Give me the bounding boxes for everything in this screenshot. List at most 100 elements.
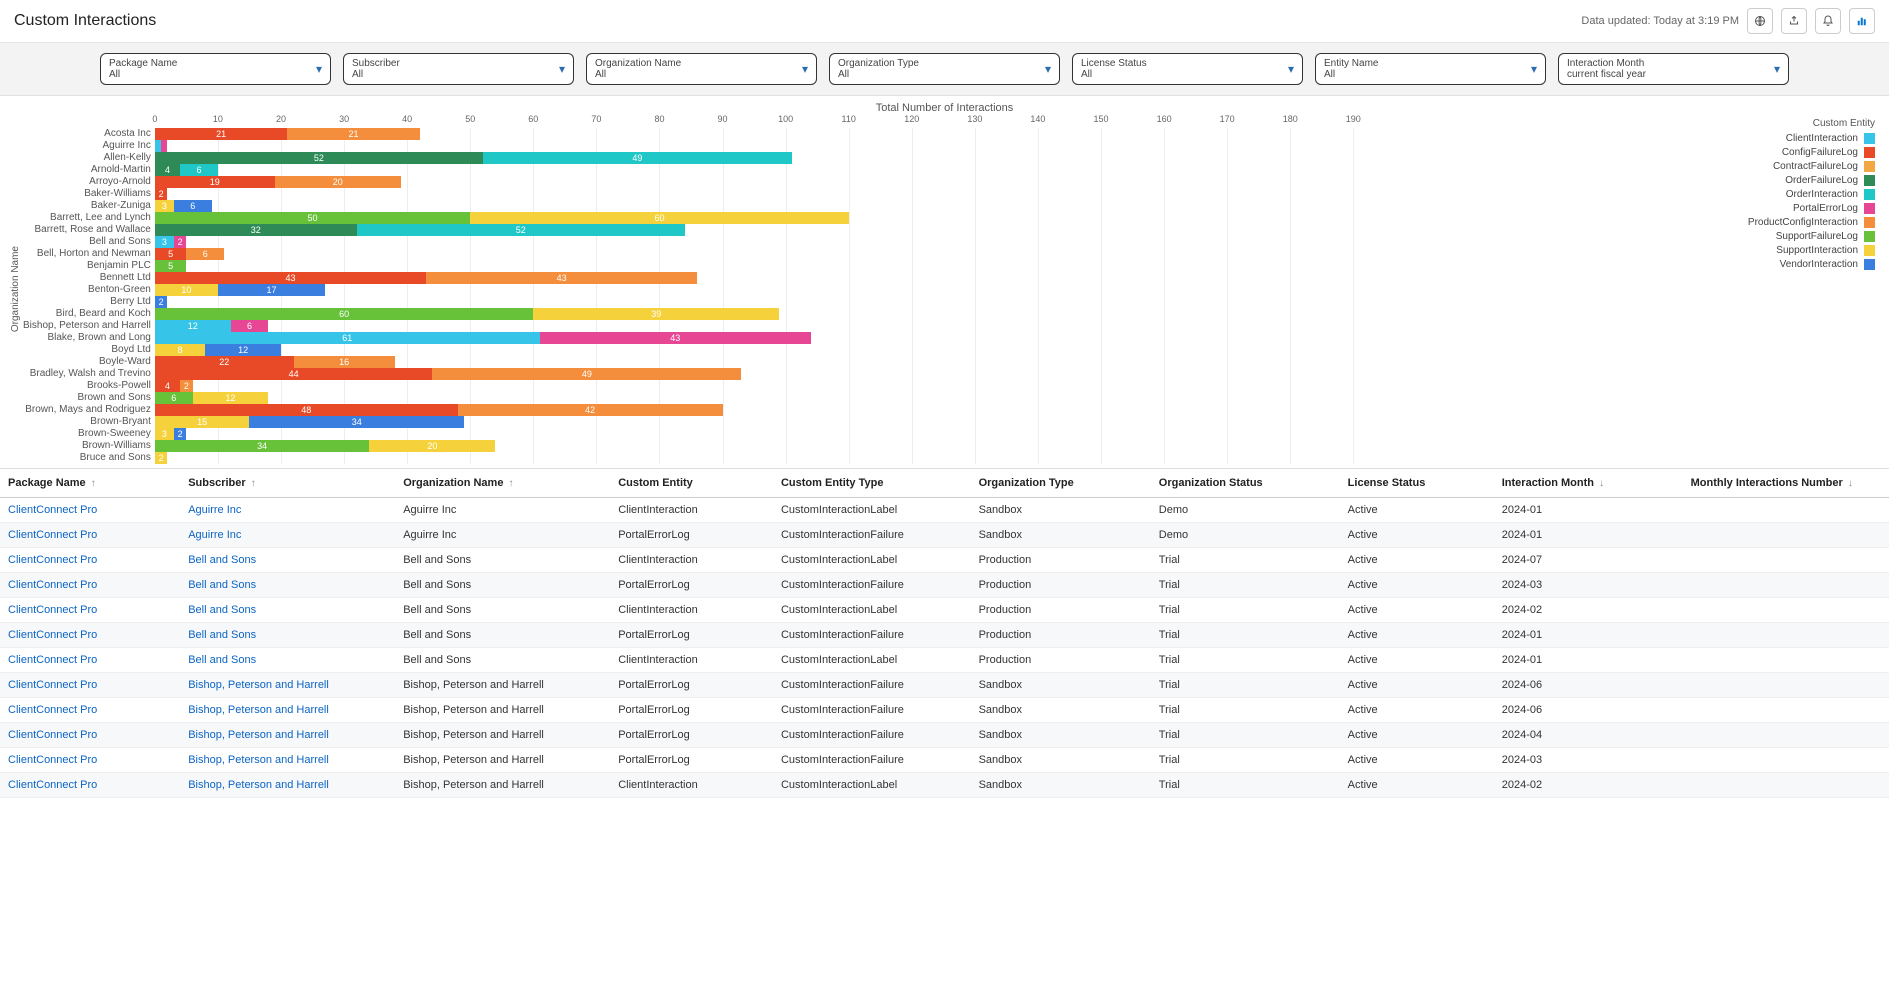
bar-segment[interactable]: 60: [470, 212, 848, 224]
cell-link[interactable]: ClientConnect Pro: [8, 579, 97, 591]
cell-link[interactable]: Bishop, Peterson and Harrell: [188, 679, 329, 691]
legend-item[interactable]: ConfigFailureLog: [1725, 145, 1875, 159]
cell-link[interactable]: ClientConnect Pro: [8, 654, 97, 666]
table-cell[interactable]: ClientConnect Pro: [0, 623, 180, 648]
bar-segment[interactable]: 34: [249, 416, 463, 428]
legend-item[interactable]: PortalErrorLog: [1725, 201, 1875, 215]
table-cell[interactable]: Bell and Sons: [180, 648, 395, 673]
bar-segment[interactable]: [161, 140, 167, 152]
table-cell[interactable]: ClientConnect Pro: [0, 548, 180, 573]
filter-entity-name[interactable]: Entity NameAll▾: [1315, 53, 1546, 85]
bar-segment[interactable]: 32: [155, 224, 357, 236]
cell-link[interactable]: ClientConnect Pro: [8, 754, 97, 766]
bar-segment[interactable]: 5: [155, 248, 187, 260]
bar-segment[interactable]: 48: [155, 404, 458, 416]
bar-segment[interactable]: 49: [483, 152, 792, 164]
bar-segment[interactable]: 8: [155, 344, 205, 356]
cell-link[interactable]: Bell and Sons: [188, 629, 256, 641]
bar-segment[interactable]: 42: [458, 404, 723, 416]
bar-segment[interactable]: 4: [155, 164, 180, 176]
table-cell[interactable]: ClientConnect Pro: [0, 648, 180, 673]
bar-segment[interactable]: 3: [155, 428, 174, 440]
bar-segment[interactable]: 60: [155, 308, 533, 320]
filter-license-status[interactable]: License StatusAll▾: [1072, 53, 1303, 85]
bar-segment[interactable]: 19: [155, 176, 275, 188]
column-header[interactable]: Subscriber ↑: [180, 469, 395, 498]
bar-segment[interactable]: 34: [155, 440, 369, 452]
cell-link[interactable]: Aguirre Inc: [188, 504, 241, 516]
filter-subscriber[interactable]: SubscriberAll▾: [343, 53, 574, 85]
cell-link[interactable]: ClientConnect Pro: [8, 504, 97, 516]
column-header[interactable]: Organization Status: [1151, 469, 1340, 498]
table-cell[interactable]: Aguirre Inc: [180, 523, 395, 548]
column-header[interactable]: Interaction Month ↓: [1494, 469, 1683, 498]
bar-segment[interactable]: 2: [155, 452, 168, 464]
table-cell[interactable]: Bell and Sons: [180, 573, 395, 598]
table-cell[interactable]: ClientConnect Pro: [0, 723, 180, 748]
bar-segment[interactable]: 2: [155, 188, 168, 200]
table-cell[interactable]: Bell and Sons: [180, 598, 395, 623]
cell-link[interactable]: ClientConnect Pro: [8, 704, 97, 716]
cell-link[interactable]: Bell and Sons: [188, 604, 256, 616]
bar-segment[interactable]: 49: [432, 368, 741, 380]
bar-segment[interactable]: 2: [155, 296, 168, 308]
legend-item[interactable]: SupportFailureLog: [1725, 229, 1875, 243]
table-cell[interactable]: ClientConnect Pro: [0, 598, 180, 623]
legend-item[interactable]: VendorInteraction: [1725, 257, 1875, 271]
legend-item[interactable]: ClientInteraction: [1725, 131, 1875, 145]
bar-segment[interactable]: 39: [533, 308, 779, 320]
legend-item[interactable]: ProductConfigInteraction: [1725, 215, 1875, 229]
cell-link[interactable]: Aguirre Inc: [188, 529, 241, 541]
bar-segment[interactable]: 22: [155, 356, 294, 368]
table-cell[interactable]: Bishop, Peterson and Harrell: [180, 748, 395, 773]
legend-item[interactable]: ContractFailureLog: [1725, 159, 1875, 173]
cell-link[interactable]: Bishop, Peterson and Harrell: [188, 754, 329, 766]
cell-link[interactable]: ClientConnect Pro: [8, 529, 97, 541]
table-cell[interactable]: Bishop, Peterson and Harrell: [180, 773, 395, 798]
bar-segment[interactable]: 6: [186, 248, 224, 260]
bar-segment[interactable]: 21: [155, 128, 287, 140]
table-cell[interactable]: ClientConnect Pro: [0, 523, 180, 548]
bar-segment[interactable]: 44: [155, 368, 433, 380]
bar-segment[interactable]: 16: [294, 356, 395, 368]
chart-icon-button[interactable]: [1849, 8, 1875, 34]
table-cell[interactable]: Bell and Sons: [180, 548, 395, 573]
bar-segment[interactable]: 6: [155, 392, 193, 404]
column-header[interactable]: Monthly Interactions Number ↓: [1683, 469, 1889, 498]
bar-segment[interactable]: 43: [155, 272, 426, 284]
table-cell[interactable]: ClientConnect Pro: [0, 673, 180, 698]
bar-segment[interactable]: 21: [287, 128, 419, 140]
table-cell[interactable]: ClientConnect Pro: [0, 573, 180, 598]
cell-link[interactable]: ClientConnect Pro: [8, 679, 97, 691]
table-cell[interactable]: Bishop, Peterson and Harrell: [180, 723, 395, 748]
bar-segment[interactable]: 4: [155, 380, 180, 392]
bar-segment[interactable]: 2: [174, 428, 187, 440]
bar-segment[interactable]: 6: [180, 164, 218, 176]
cell-link[interactable]: Bell and Sons: [188, 579, 256, 591]
bar-segment[interactable]: 2: [174, 236, 187, 248]
table-cell[interactable]: Bishop, Peterson and Harrell: [180, 698, 395, 723]
bar-segment[interactable]: 12: [155, 320, 231, 332]
bar-segment[interactable]: 17: [218, 284, 325, 296]
bar-segment[interactable]: 12: [205, 344, 281, 356]
cell-link[interactable]: ClientConnect Pro: [8, 604, 97, 616]
cell-link[interactable]: ClientConnect Pro: [8, 729, 97, 741]
filter-organization-name[interactable]: Organization NameAll▾: [586, 53, 817, 85]
globe-icon-button[interactable]: [1747, 8, 1773, 34]
bar-segment[interactable]: 15: [155, 416, 250, 428]
legend-item[interactable]: OrderFailureLog: [1725, 173, 1875, 187]
column-header[interactable]: Custom Entity: [610, 469, 773, 498]
table-cell[interactable]: ClientConnect Pro: [0, 748, 180, 773]
bar-segment[interactable]: 6: [231, 320, 269, 332]
bar-segment[interactable]: 6: [174, 200, 212, 212]
column-header[interactable]: Custom Entity Type: [773, 469, 971, 498]
bar-segment[interactable]: 2: [180, 380, 193, 392]
bar-segment[interactable]: 43: [426, 272, 697, 284]
table-cell[interactable]: Aguirre Inc: [180, 498, 395, 523]
bar-segment[interactable]: 61: [155, 332, 540, 344]
column-header[interactable]: Organization Name ↑: [395, 469, 610, 498]
bar-segment[interactable]: 5: [155, 260, 187, 272]
table-cell[interactable]: ClientConnect Pro: [0, 498, 180, 523]
bar-segment[interactable]: 20: [275, 176, 401, 188]
table-cell[interactable]: ClientConnect Pro: [0, 773, 180, 798]
